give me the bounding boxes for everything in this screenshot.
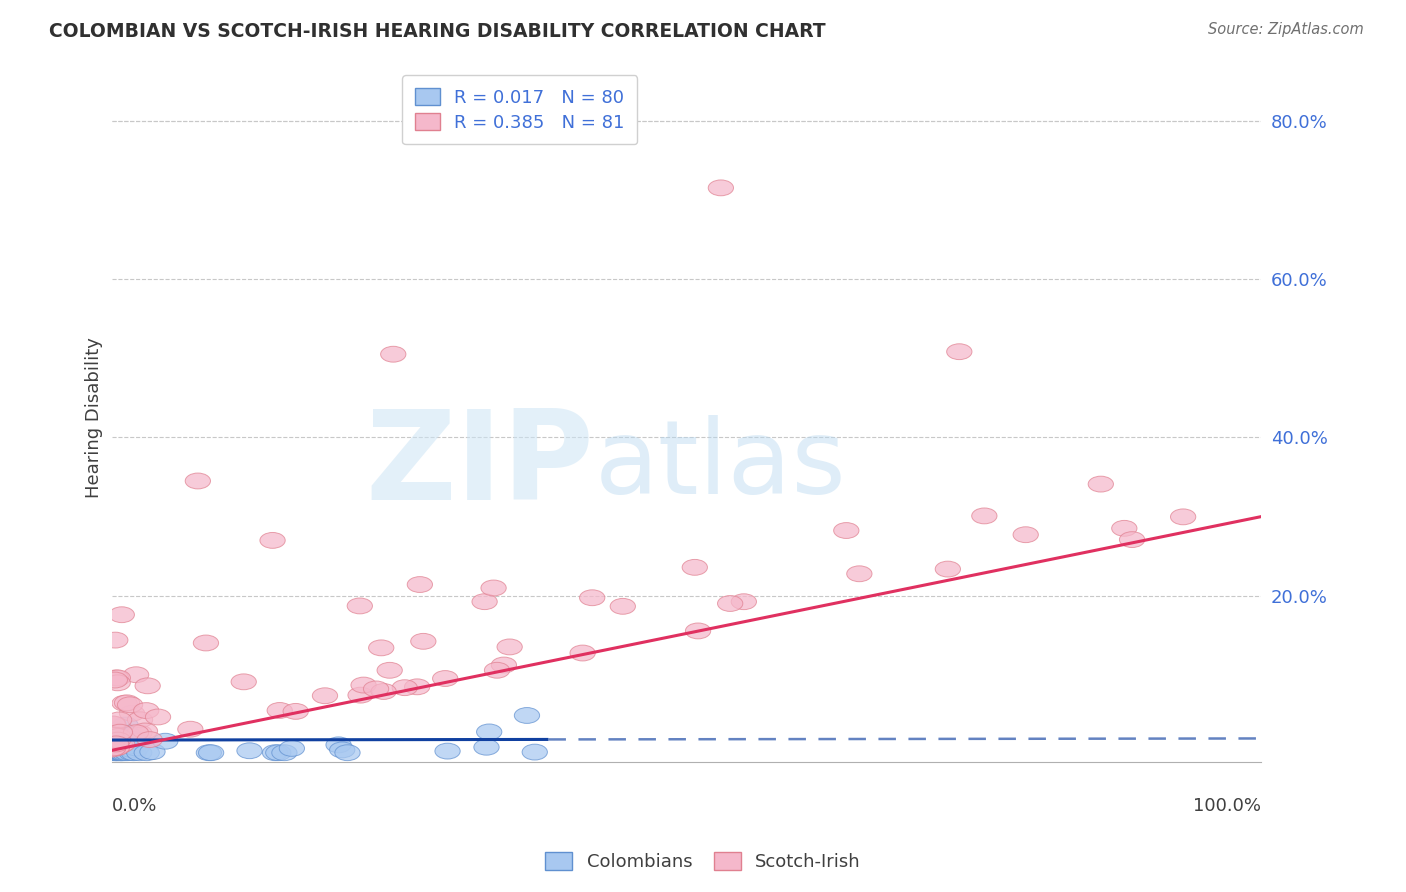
Legend: R = 0.017   N = 80, R = 0.385   N = 81: R = 0.017 N = 80, R = 0.385 N = 81 — [402, 75, 637, 145]
Legend: Colombians, Scotch-Irish: Colombians, Scotch-Irish — [537, 846, 869, 879]
Text: ZIP: ZIP — [366, 405, 595, 526]
Y-axis label: Hearing Disability: Hearing Disability — [86, 337, 103, 498]
Text: 0.0%: 0.0% — [111, 797, 157, 814]
Text: COLOMBIAN VS SCOTCH-IRISH HEARING DISABILITY CORRELATION CHART: COLOMBIAN VS SCOTCH-IRISH HEARING DISABI… — [49, 22, 825, 41]
Text: Source: ZipAtlas.com: Source: ZipAtlas.com — [1208, 22, 1364, 37]
Text: 100.0%: 100.0% — [1194, 797, 1261, 814]
Text: atlas: atlas — [595, 416, 846, 516]
